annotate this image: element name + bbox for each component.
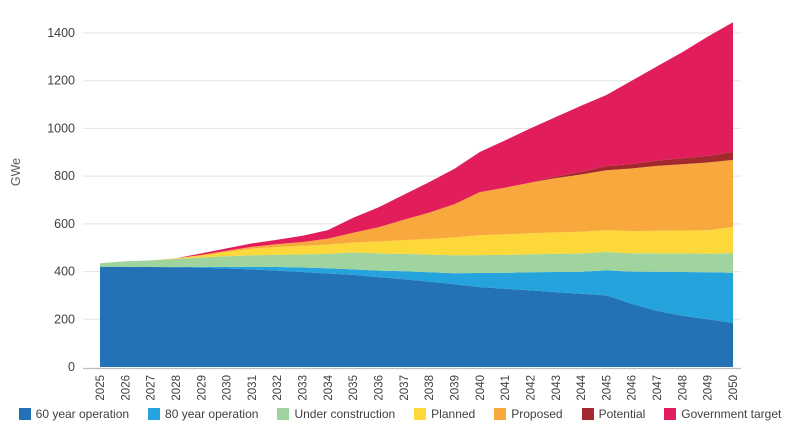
y-tick-label: 1400 xyxy=(47,26,75,40)
legend-item-planned: Planned xyxy=(414,408,475,420)
y-axis-title: GWe xyxy=(9,158,23,186)
legend-item-proposed: Proposed xyxy=(494,407,563,421)
x-tick-label: 2047 xyxy=(652,375,664,401)
legend-label-potential: Potential xyxy=(598,407,646,421)
x-tick-label: 2044 xyxy=(576,374,588,400)
legend-item-80-year-operation: 80 year operation xyxy=(148,408,258,420)
x-tick-label: 2025 xyxy=(95,375,107,401)
y-tick-label: 0 xyxy=(68,360,75,374)
legend-label-under-construction: Under construction xyxy=(294,407,396,421)
x-tick-label: 2028 xyxy=(171,375,183,401)
x-tick-label: 2029 xyxy=(196,375,208,401)
x-tick-label: 2041 xyxy=(500,375,512,401)
x-tick-label: 2031 xyxy=(247,375,259,401)
area-planned xyxy=(100,227,733,264)
y-tick-label: 1200 xyxy=(47,74,75,88)
x-tick-label: 2039 xyxy=(449,375,461,401)
legend-swatch-60-year-operation xyxy=(18,408,31,420)
legend-swatch-planned xyxy=(414,408,427,420)
legend-item-government-target: Government target xyxy=(664,408,781,420)
y-tick-label: 1000 xyxy=(47,121,75,135)
legend-item-60-year-operation: 60 year operation xyxy=(18,407,130,421)
x-tick-label: 2043 xyxy=(551,375,563,401)
chart-legend: 60 year operation 80 year operation Under … xyxy=(0,402,800,426)
x-tick-label: 2042 xyxy=(525,375,537,401)
legend-item-under-construction: Under construction xyxy=(277,408,395,420)
x-tick-label: 2046 xyxy=(627,375,639,401)
area-proposed xyxy=(100,159,733,264)
x-tick-label: 2034 xyxy=(323,374,335,400)
x-tick-label: 2048 xyxy=(677,375,689,401)
area-under-construction xyxy=(100,252,733,274)
legend-swatch-government-target xyxy=(664,408,677,420)
legend-label-80-year-operation: 80 year operation xyxy=(165,407,259,421)
legend-label-planned: Planned xyxy=(431,407,476,421)
x-tick-label: 2036 xyxy=(374,375,386,401)
y-tick-label: 800 xyxy=(54,169,75,183)
legend-label-government-target: Government target xyxy=(681,407,782,421)
x-tick-label: 2040 xyxy=(475,375,487,401)
y-tick-label: 600 xyxy=(54,217,75,231)
x-tick-label: 2049 xyxy=(703,375,715,401)
x-tick-label: 2033 xyxy=(298,375,310,401)
y-tick-label: 200 xyxy=(54,312,75,326)
x-tick-label: 2045 xyxy=(601,375,613,401)
area-potential xyxy=(100,152,733,264)
y-tick-label: 400 xyxy=(54,265,75,279)
x-tick-label: 2026 xyxy=(120,375,132,401)
x-tick-label: 2030 xyxy=(222,375,234,401)
legend-swatch-potential xyxy=(581,408,594,420)
area-80-year-operation xyxy=(100,266,733,323)
area-60-year-operation xyxy=(100,266,733,367)
x-tick-label: 2035 xyxy=(348,375,360,401)
x-tick-label: 2038 xyxy=(424,375,436,401)
x-tick-label: 2037 xyxy=(399,375,411,401)
area-government-target xyxy=(100,22,733,264)
legend-swatch-proposed xyxy=(494,408,507,420)
legend-swatch-80-year-operation xyxy=(148,408,161,420)
x-tick-label: 2027 xyxy=(146,375,158,401)
legend-swatch-under-construction xyxy=(277,408,290,420)
legend-item-potential: Potential xyxy=(581,407,646,421)
legend-label-proposed: Proposed xyxy=(511,407,563,421)
x-tick-label: 2050 xyxy=(728,375,740,401)
legend-label-60-year-operation: 60 year operation xyxy=(35,407,130,421)
x-tick-label: 2032 xyxy=(272,375,284,401)
